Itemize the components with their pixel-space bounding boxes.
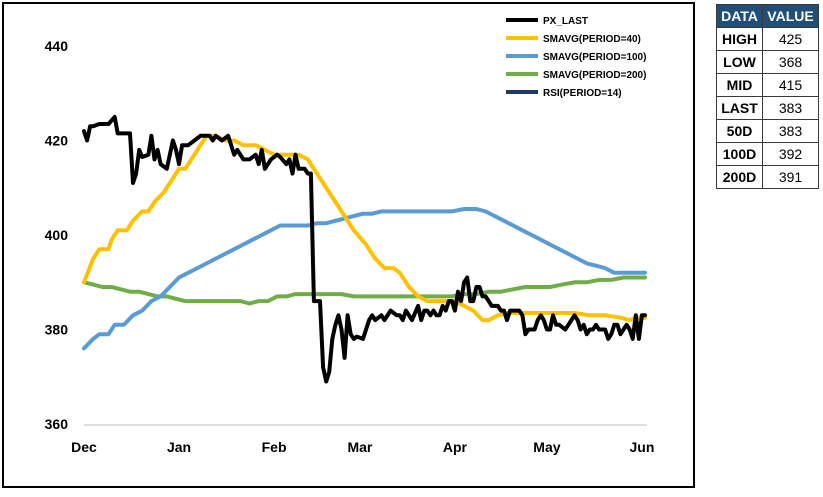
table-row: 200D 391 [716, 165, 819, 189]
legend-label-smavg-period-100: SMAVG(PERIOD=100) [543, 52, 646, 63]
row-value: 392 [762, 142, 819, 166]
series-line-smavg-period-40 [82, 133, 647, 323]
row-value: 425 [762, 27, 819, 51]
y-tick-label: 440 [45, 38, 69, 54]
chart-frame: 360 380 400 420 440 Dec Jan Feb Mar Apr May Jun PX_L… [2, 2, 695, 488]
row-label: 200D [716, 165, 763, 189]
header-data: DATA [716, 4, 763, 28]
row-label: LOW [716, 50, 763, 74]
row-value: 383 [762, 96, 819, 120]
table-row: 100D 392 [716, 142, 819, 166]
x-tick-label: Apr [443, 439, 468, 455]
row-value: 383 [762, 119, 819, 143]
table-header-row: DATA VALUE [716, 4, 819, 28]
table-row: 50D 383 [716, 119, 819, 143]
table-row: MID 415 [716, 73, 819, 97]
y-tick-label: 400 [45, 227, 69, 243]
y-tick-label: 420 [45, 133, 69, 149]
x-tick-label: Dec [71, 439, 97, 455]
x-tick-label: Jan [167, 439, 191, 455]
table-row: LAST 383 [716, 96, 819, 120]
row-label: MID [716, 73, 763, 97]
data-value-table: DATA VALUE HIGH 425 LOW 368 MID 415 LAST 383… [716, 4, 819, 189]
legend-label-px-last: PX_LAST [543, 16, 588, 27]
x-tick-label: Mar [347, 439, 372, 455]
row-value: 415 [762, 73, 819, 97]
x-tick-label: Feb [262, 439, 287, 455]
line-chart: 360 380 400 420 440 Dec Jan Feb Mar Apr May Jun PX_L… [45, 16, 655, 455]
y-tick-label: 380 [45, 322, 69, 338]
row-value: 368 [762, 50, 819, 74]
x-tick-label: Jun [629, 439, 654, 455]
table-row: LOW 368 [716, 50, 819, 74]
row-value: 391 [762, 165, 819, 189]
series-line-px-last [82, 114, 647, 384]
row-label: 100D [716, 142, 763, 166]
row-label: 50D [716, 119, 763, 143]
row-label: LAST [716, 96, 763, 120]
y-tick-label: 360 [45, 416, 69, 432]
row-label: HIGH [716, 27, 763, 51]
legend-label-smavg-period-200: SMAVG(PERIOD=200) [543, 70, 646, 81]
header-value: VALUE [762, 4, 819, 28]
legend-label-rsi-period-14: RSI(PERIOD=14) [543, 88, 622, 99]
table-row: HIGH 425 [716, 27, 819, 51]
x-tick-label: May [533, 439, 560, 455]
series-line-smavg-period-200 [82, 275, 647, 306]
legend-label-smavg-period-40: SMAVG(PERIOD=40) [543, 34, 641, 45]
